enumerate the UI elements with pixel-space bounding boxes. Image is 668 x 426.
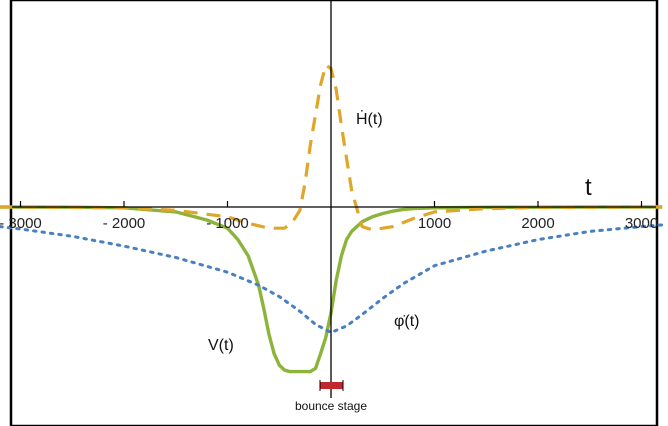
x-tick-label: 2000	[521, 215, 554, 232]
x-tick-label: - 2000	[103, 215, 146, 232]
bounce-stage-marker	[320, 382, 343, 389]
series-line-2	[0, 63, 663, 232]
label-v: V(t)	[208, 337, 234, 354]
series-line-0	[0, 205, 663, 374]
x-tick-label: - 1000	[206, 215, 249, 232]
x-axis-label: t	[585, 174, 592, 201]
x-tick-label: - 3000	[0, 215, 42, 232]
chart-frame	[9, 0, 659, 426]
x-tick-label: 1000	[418, 215, 451, 232]
bounce-stage-label: bounce stage	[295, 399, 367, 413]
series-line-1	[0, 223, 664, 334]
label-hdot: Ḣ(t)	[356, 109, 383, 128]
x-tick-label: 3000	[625, 215, 658, 232]
label-phidot: φ̇(t)	[394, 313, 419, 330]
